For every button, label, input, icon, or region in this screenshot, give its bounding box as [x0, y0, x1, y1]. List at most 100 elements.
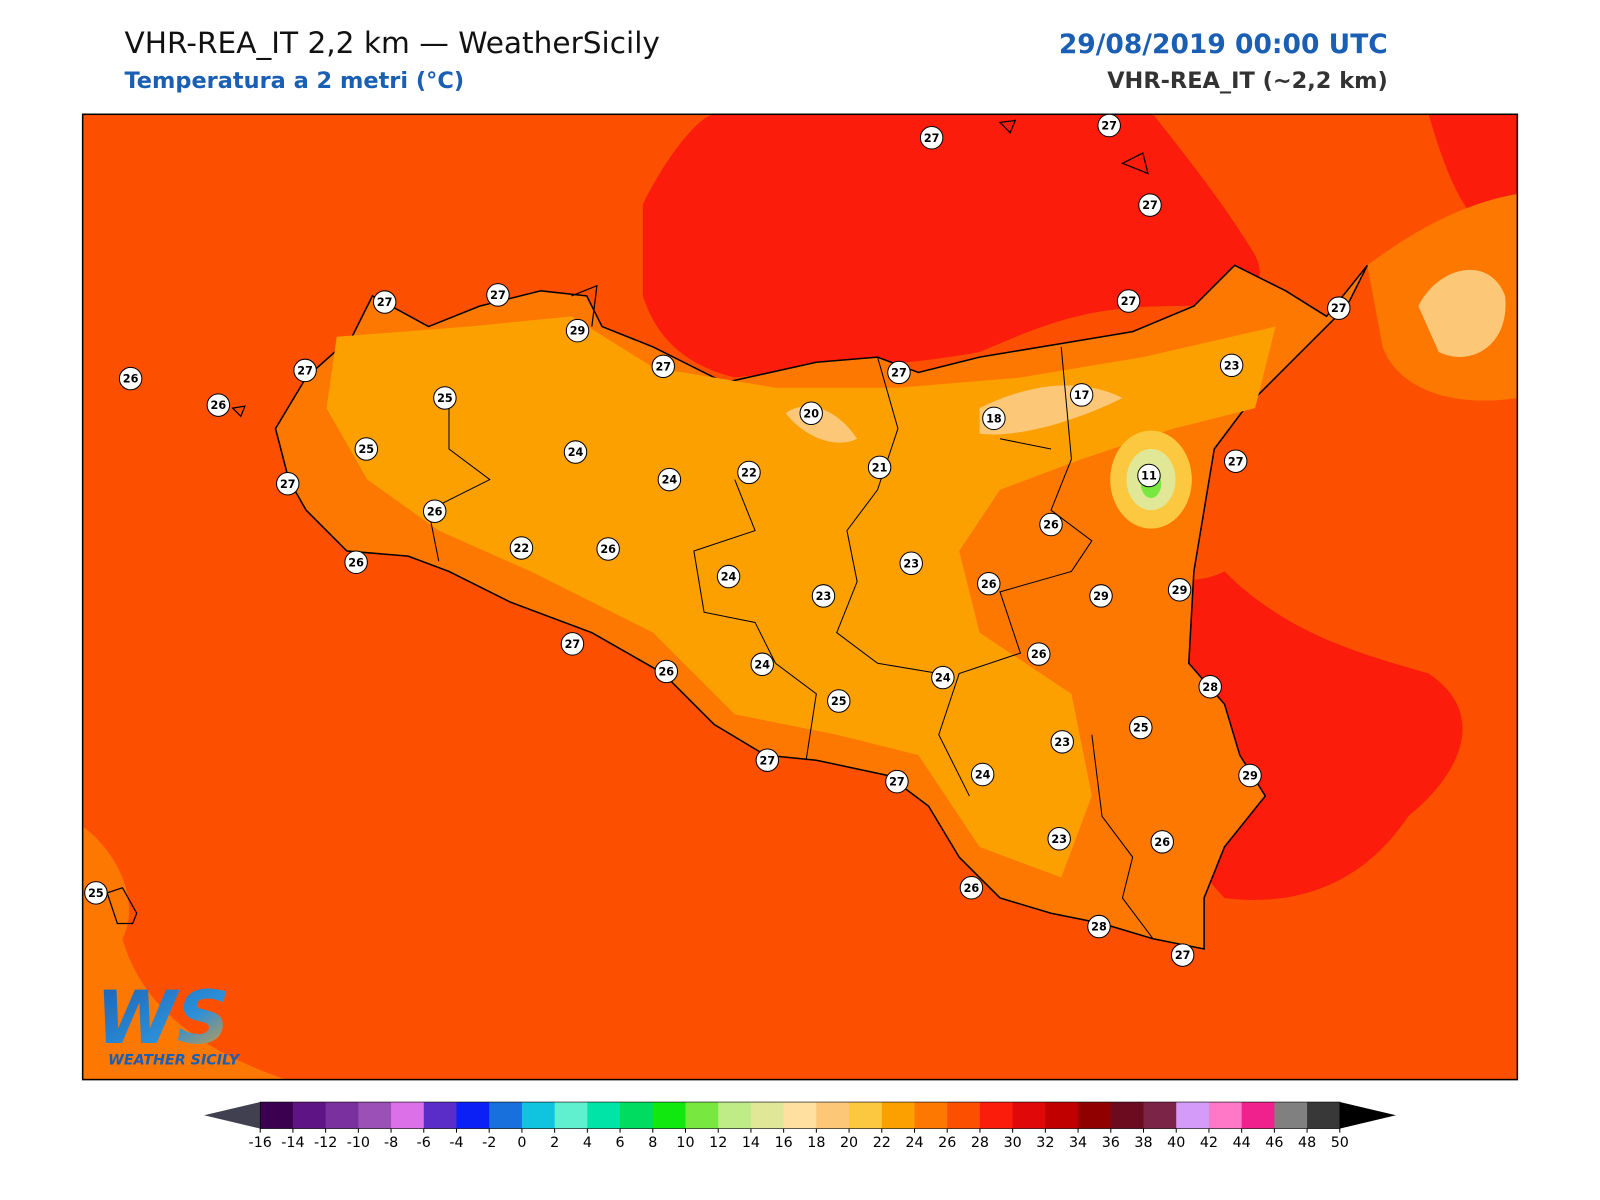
station-value: 27 [655, 360, 671, 373]
station-value: 17 [1074, 389, 1090, 402]
station-value: 27 [1331, 302, 1347, 315]
station-value: 27 [377, 296, 393, 309]
colorbar-tick-label: 30 [1004, 1135, 1022, 1151]
colorbar-tick-label: 26 [938, 1135, 956, 1151]
station-marker [344, 550, 368, 574]
station-marker [899, 551, 923, 575]
station-marker [887, 360, 911, 385]
station-marker [354, 437, 379, 461]
colorbar-tick-label: -12 [314, 1135, 337, 1151]
map-area [82, 114, 1518, 1080]
station-marker [885, 769, 909, 794]
station-value: 18 [986, 412, 1002, 425]
colorbar-tick-label: 14 [742, 1135, 760, 1151]
colorbar-segment [881, 1102, 916, 1129]
colorbar-segment [816, 1102, 850, 1129]
station-value: 26 [1154, 836, 1170, 849]
station-value: 26 [211, 399, 227, 412]
station-value: 24 [662, 474, 678, 487]
colorbar-segment [456, 1102, 490, 1129]
colorbar-tick-label: 16 [775, 1135, 793, 1151]
colorbar-tick-label: 42 [1200, 1135, 1218, 1151]
station-value: 28 [1202, 681, 1218, 694]
logo-mark: WS [96, 976, 230, 1061]
station-value: 24 [754, 658, 770, 671]
logo: WS WEATHER SICILY [96, 976, 241, 1068]
colorbar-segment [685, 1102, 719, 1129]
station-marker [565, 318, 590, 343]
colorbar-segment [914, 1102, 948, 1129]
colorbar-under [204, 1102, 261, 1129]
colorbar-segment [718, 1102, 752, 1129]
station-labels: 27 27 27 27 27 29 27 27 26 26 27 25 27 27 23 17 18 20 25 24… [84, 113, 1351, 967]
station-marker [422, 499, 447, 523]
colorbar-tick-label: 0 [517, 1135, 526, 1151]
station-marker [654, 659, 679, 684]
colorbar-tick-label: -8 [384, 1135, 398, 1151]
station-marker [433, 386, 457, 410]
colorbar-segment [325, 1102, 359, 1129]
station-marker [1137, 463, 1161, 488]
datetime: 29/08/2019 00:00 UTC [1059, 29, 1388, 60]
station-value: 27 [924, 132, 940, 145]
colorbar-segment [554, 1102, 588, 1129]
station-value: 24 [721, 571, 737, 584]
station-marker [1047, 827, 1071, 851]
station-marker [1097, 113, 1121, 138]
station-value: 27 [297, 364, 313, 377]
colorbar-over [1339, 1102, 1396, 1129]
station-marker [799, 401, 823, 425]
station-value: 27 [891, 367, 907, 380]
colorbar-segment [947, 1102, 981, 1129]
colorbar-segment [423, 1102, 458, 1129]
colorbar-segment [1012, 1102, 1046, 1129]
station-marker [657, 467, 682, 492]
colorbar-tick-label: -16 [249, 1135, 272, 1151]
station-marker [1087, 914, 1111, 939]
colorbar-tick-label: 50 [1331, 1135, 1349, 1151]
station-value: 29 [1242, 770, 1258, 783]
island-outline [106, 119, 1149, 925]
colorbar-segment [979, 1102, 1014, 1129]
station-marker [919, 126, 944, 150]
station-value: 26 [427, 505, 443, 518]
station-value: 27 [889, 776, 905, 789]
station-marker [750, 652, 774, 677]
station-marker [1116, 289, 1141, 313]
station-marker [1150, 830, 1174, 854]
colorbar-segment [620, 1102, 654, 1129]
station-value: 27 [490, 289, 506, 302]
station-value: 23 [1054, 736, 1070, 749]
station-marker [118, 366, 143, 391]
colorbar-tick-label: 18 [807, 1135, 825, 1151]
station-value: 24 [568, 446, 584, 459]
station-value: 29 [1093, 590, 1109, 603]
colorbar-tick-label: -2 [482, 1135, 496, 1151]
colorbar-segment [292, 1102, 327, 1129]
colorbar-segment [391, 1102, 425, 1129]
station-marker [1198, 675, 1222, 699]
station-marker [509, 536, 534, 560]
station-value: 27 [280, 478, 296, 491]
station-marker [276, 471, 300, 496]
station-marker [737, 460, 761, 485]
station-marker [811, 584, 836, 608]
station-marker [596, 537, 620, 561]
station-value: 24 [935, 672, 951, 685]
colorbar-segment [750, 1102, 785, 1129]
station-marker [206, 393, 231, 417]
colorbar-tick-label: 6 [616, 1135, 625, 1151]
colorbar-tick-label: -6 [417, 1135, 431, 1151]
colorbar-tick-label: 12 [709, 1135, 727, 1151]
colorbar-segment [358, 1102, 392, 1129]
station-value: 27 [1142, 199, 1158, 212]
station-marker [716, 564, 741, 589]
colorbar-tick-label: 28 [971, 1135, 989, 1151]
colorbar-tick-label: 4 [583, 1135, 592, 1151]
colorbar-segment [587, 1102, 621, 1129]
station-value: 29 [1172, 584, 1188, 597]
colorbar-segment [489, 1102, 523, 1129]
station-value: 27 [1121, 295, 1137, 308]
